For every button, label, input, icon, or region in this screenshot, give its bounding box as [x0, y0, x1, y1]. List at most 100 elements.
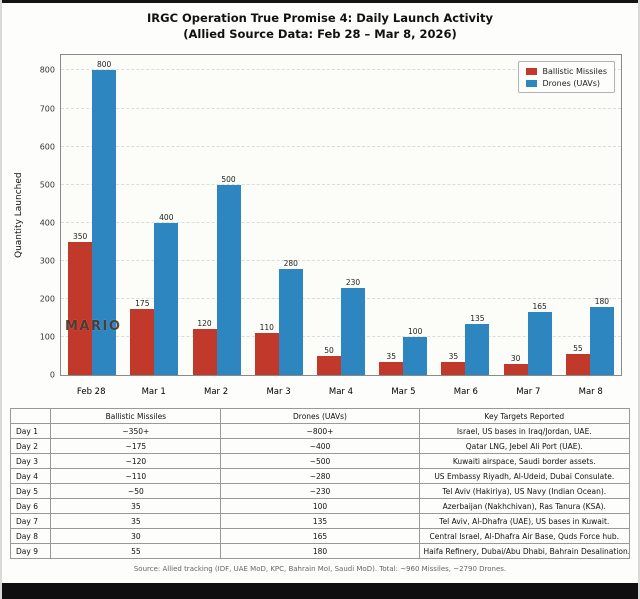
table-header-cell: Ballistic Missiles [50, 408, 222, 425]
row-label-cell: Day 4 [9, 468, 52, 485]
table-cell: 165 [220, 528, 420, 545]
x-tick-label: Mar 6 [453, 387, 478, 398]
y-axis-label: Quantity Launched [14, 172, 24, 258]
bar-group: 120 500 [185, 55, 247, 376]
y-tick-label: 100 [39, 332, 55, 342]
bar [465, 323, 490, 376]
bar-group: 50 230 [310, 55, 372, 376]
row-label-cell: Day 3 [9, 453, 52, 470]
legend-label-missiles: Ballistic Missiles [542, 66, 607, 76]
bar [192, 329, 217, 376]
bar [278, 268, 303, 376]
table-cell: 30 [50, 528, 222, 545]
table-cell: Tel Aviv, Al-Dhafra (UAE), US bases in K… [418, 513, 631, 530]
table-cell: ~230 [220, 483, 420, 500]
table-row: Day 6 35 100 Azerbaijan (Nakhchivan), Ras T… [9, 498, 631, 515]
y-tick-label: 500 [39, 180, 55, 190]
table-cell: Tel Aviv (Hakiriya), US Navy (Indian Oce… [418, 483, 631, 500]
source-footnote: Source: Allied tracking (IDF, UAE MoD, K… [133, 565, 507, 574]
table-cell: Azerbaijan (Nakhchivan), Ras Tanura (KSA… [418, 498, 631, 515]
bar-value-label: 35 [386, 351, 396, 361]
bar-value-label: 120 [197, 319, 212, 329]
bar-wrapper: 350 [68, 55, 93, 376]
bar-value-label: 55 [573, 344, 583, 354]
gridline [61, 145, 621, 147]
x-axis-labels: Feb 28 Mar 1 Mar 2 Mar 3 Mar 4 Mar 5 Mar 6 Mar … [60, 384, 622, 400]
bar [216, 184, 241, 376]
bar-value-label: 35 [448, 351, 459, 361]
bar [441, 361, 466, 376]
bar [340, 287, 365, 376]
table-row: Day 1 ~350+ ~800+ Israel, US bases in Iraq/… [9, 423, 631, 440]
bar-wrapper: 800 [92, 55, 117, 376]
y-tick-label: 800 [39, 65, 55, 75]
table-row: Day 7 35 135 Tel Aviv, Al-Dhafra (UAE), US … [9, 513, 631, 530]
legend-swatch-drones [526, 79, 538, 87]
table-cell: 35 [50, 513, 222, 530]
gridline [61, 69, 621, 71]
bar-wrapper: 180 [589, 55, 614, 376]
bar-wrapper: 400 [154, 55, 179, 376]
row-label-cell: Day 6 [9, 498, 52, 515]
table-row: Day 2 ~175 ~400 Qatar LNG, Jebel Ali Port (… [9, 438, 631, 455]
table-row: Day 8 30 165 Central Israel, Al-Dhafra Air … [9, 528, 631, 545]
table-body: Day 1 ~350+ ~800+ Israel, US bases in Iraq/… [9, 423, 631, 560]
gridline [61, 183, 621, 185]
table-cell: ~120 [50, 453, 222, 470]
bar [503, 363, 528, 376]
bar-wrapper: 230 [340, 55, 365, 376]
y-tick-label: 600 [39, 142, 55, 152]
legend-swatch-missiles [526, 67, 538, 75]
bar [316, 356, 341, 376]
row-label-cell: Day 5 [9, 483, 52, 500]
x-tick-label: Mar 5 [391, 387, 416, 398]
x-tick-label: Feb 28 [76, 387, 106, 398]
gridline [61, 259, 621, 261]
chart-subtitle: (Allied Source Data: Feb 28 – Mar 8, 202… [183, 27, 457, 42]
table-cell: ~50 [50, 483, 222, 500]
table-cell: Kuwaiti airspace, Saudi border assets. [418, 453, 631, 470]
x-tick-label: Mar 7 [516, 387, 541, 398]
bar-wrapper: 50 [316, 55, 341, 376]
table-cell: ~350+ [50, 423, 222, 440]
bar [254, 333, 279, 376]
bar-value-label: 500 [221, 174, 236, 184]
table-cell: Haifa Refinery, Dubai/Abu Dhabi, Bahrain… [418, 543, 631, 560]
row-label-cell: Day 9 [9, 543, 52, 560]
bar-groups: 350 800 175 400 120 500 110 280 50 230 35 100 35 135 3… [61, 55, 621, 376]
bar-group: 175 400 [123, 55, 185, 376]
table-row: Day 9 55 180 Haifa Refinery, Dubai/Abu Dhab… [9, 543, 631, 560]
table-cell: 180 [220, 543, 420, 560]
table-cell: 100 [220, 498, 420, 515]
chart-legend: Ballistic Missiles Drones (UAVs) [518, 61, 615, 94]
bar [589, 306, 614, 376]
bar-group: 35 100 [372, 55, 434, 376]
row-label-cell: Day 1 [9, 423, 52, 440]
summary-table: Ballistic Missiles Drones (UAVs) Key Targe… [9, 408, 631, 560]
legend-label-drones: Drones (UAVs) [542, 78, 601, 88]
bar-group: 30 165 [497, 55, 559, 376]
bar [92, 70, 117, 376]
table-row: Day 5 ~50 ~230 Tel Aviv (Hakiriya), US Navy… [9, 483, 631, 500]
bar [68, 241, 93, 376]
bar-wrapper: 280 [278, 55, 303, 376]
bar-wrapper: 110 [254, 55, 279, 376]
row-label-cell: Day 2 [9, 438, 52, 455]
table-cell: ~500 [220, 453, 420, 470]
table-header-cell: Drones (UAVs) [220, 408, 420, 425]
bar-wrapper: 35 [441, 55, 466, 376]
bar-group: 35 135 [434, 55, 496, 376]
plot-area: MARIO Ballistic Missiles Drones (UAVs) 0… [40, 54, 622, 380]
y-tick-label: 700 [39, 104, 55, 114]
bar-value-label: 100 [408, 327, 423, 337]
table-row: Day 3 ~120 ~500 Kuwaiti airspace, Saudi bor… [9, 453, 631, 470]
table-cell: Israel, US bases in Iraq/Jordan, UAE. [418, 423, 631, 440]
watermark: MARIO [65, 318, 122, 334]
bar-value-label: 180 [594, 296, 610, 306]
gridline [61, 221, 621, 223]
bar [130, 308, 155, 376]
table-cell: ~110 [50, 468, 222, 485]
table-cell: 135 [220, 513, 420, 530]
bar-value-label: 400 [159, 212, 174, 222]
